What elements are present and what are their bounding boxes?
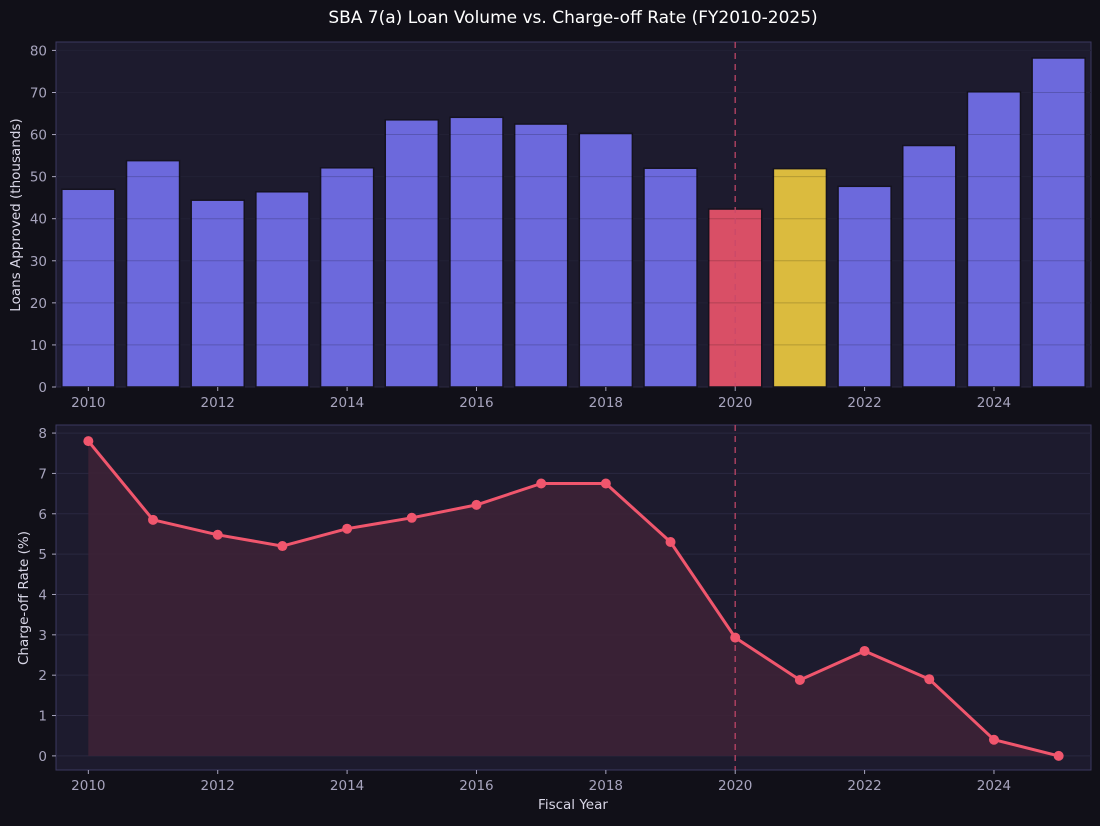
point-2016 — [471, 499, 482, 510]
loan-volume-y-tick-label: 70 — [30, 85, 47, 101]
charge-off-x-tick-labels: 2010 2012 2014 2016 2018 2020 2022 2024 — [71, 770, 1011, 794]
loan-volume-x-tick-label: 2010 — [71, 395, 105, 411]
point-2012 — [212, 529, 223, 540]
loan-volume-x-tick-label: 2024 — [977, 395, 1011, 411]
loan-volume-x-tick-label: 2014 — [330, 395, 364, 411]
charge-off-y-tick-label: 8 — [38, 426, 47, 442]
point-2010 — [83, 436, 94, 447]
charge-off-y-tick-label: 6 — [38, 507, 47, 523]
charge-off-x-tick-label: 2016 — [459, 778, 493, 794]
loan-volume-y-tick-label: 40 — [30, 212, 47, 228]
bar-2018 — [578, 132, 634, 388]
loan-volume-y-tick-labels: 0 10 20 30 40 50 60 70 80 — [30, 43, 56, 396]
chart-title: SBA 7(a) Loan Volume vs. Charge-off Rate… — [328, 8, 817, 28]
point-2013 — [277, 541, 288, 552]
fiscal-year-x-axis-label: Fiscal Year — [538, 797, 608, 813]
point-2015 — [406, 512, 417, 523]
charge-off-points — [83, 436, 1064, 761]
charge-off-y-tick-label: 5 — [38, 547, 47, 563]
loan-volume-bars — [56, 49, 1091, 388]
charge-off-y-tick-label: 0 — [38, 749, 47, 765]
point-2025 — [1053, 750, 1064, 761]
loan-volume-y-tick-label: 20 — [30, 296, 47, 312]
bar-2012 — [190, 199, 245, 388]
charge-off-x-tick-label: 2020 — [718, 778, 752, 794]
bar-2022 — [837, 185, 892, 388]
point-2024 — [988, 734, 999, 745]
charge-off-y-tick-label: 3 — [38, 628, 47, 644]
loan-volume-y-tick-label: 80 — [30, 43, 47, 59]
loan-volume-x-tick-label: 2012 — [201, 395, 235, 411]
charge-off-y-tick-label: 7 — [38, 466, 47, 482]
loan-volume-y-tick-label: 10 — [30, 338, 47, 354]
point-2022 — [859, 645, 870, 656]
charge-off-x-tick-label: 2012 — [201, 778, 235, 794]
loan-volume-y-axis-label: Loans Approved (thousands) — [8, 118, 24, 311]
charge-off-x-tick-label: 2010 — [71, 778, 105, 794]
bar-2024 — [966, 90, 1022, 388]
charge-off-series-line — [87, 440, 1060, 758]
charge-off-y-tick-label: 4 — [38, 587, 47, 603]
loan-volume-x-tick-labels: 2010 2012 2014 2016 2018 2020 2022 2024 — [71, 387, 1011, 411]
loan-volume-x-tick-label: 2016 — [459, 395, 493, 411]
charge-off-area-fill — [88, 441, 1059, 756]
loan-volume-y-tick-label: 50 — [30, 170, 47, 186]
point-2021 — [794, 675, 805, 686]
bar-2021 — [772, 167, 828, 388]
charge-off-y-tick-label: 1 — [38, 709, 47, 725]
point-2018 — [600, 478, 611, 489]
bar-2014 — [319, 167, 375, 388]
charge-off-x-tick-label: 2014 — [330, 778, 364, 794]
charge-off-x-tick-label: 2024 — [977, 778, 1011, 794]
bar-2016 — [449, 116, 504, 388]
loan-volume-x-tick-label: 2022 — [847, 395, 881, 411]
bar-2010 — [61, 188, 116, 388]
charge-off-y-tick-labels: 0 1 2 3 4 5 6 7 8 — [38, 426, 56, 765]
bar-2023 — [902, 144, 957, 388]
bar-2017 — [513, 123, 569, 388]
loan-volume-y-tick-label: 0 — [38, 380, 47, 396]
loan-volume-y-tick-label: 30 — [30, 254, 47, 270]
bar-2013 — [255, 191, 310, 388]
loan-volume-x-tick-label: 2020 — [718, 395, 752, 411]
point-2011 — [148, 514, 159, 525]
point-2019 — [665, 537, 676, 548]
charge-off-x-tick-label: 2018 — [589, 778, 623, 794]
bar-2015 — [384, 119, 440, 388]
charge-off-x-tick-label: 2022 — [847, 778, 881, 794]
bar-2019 — [643, 167, 698, 388]
loan-volume-x-tick-label: 2018 — [589, 395, 623, 411]
point-2017 — [536, 478, 547, 489]
point-2023 — [924, 674, 935, 685]
loan-volume-y-tick-label: 60 — [30, 128, 47, 144]
bar-2025 — [1031, 57, 1086, 388]
bar-2011 — [125, 159, 181, 388]
point-2020 — [730, 632, 741, 643]
charge-off-y-axis-label: Charge-off Rate (%) — [16, 531, 32, 665]
charge-off-y-tick-label: 2 — [38, 668, 47, 684]
point-2014 — [342, 523, 353, 534]
